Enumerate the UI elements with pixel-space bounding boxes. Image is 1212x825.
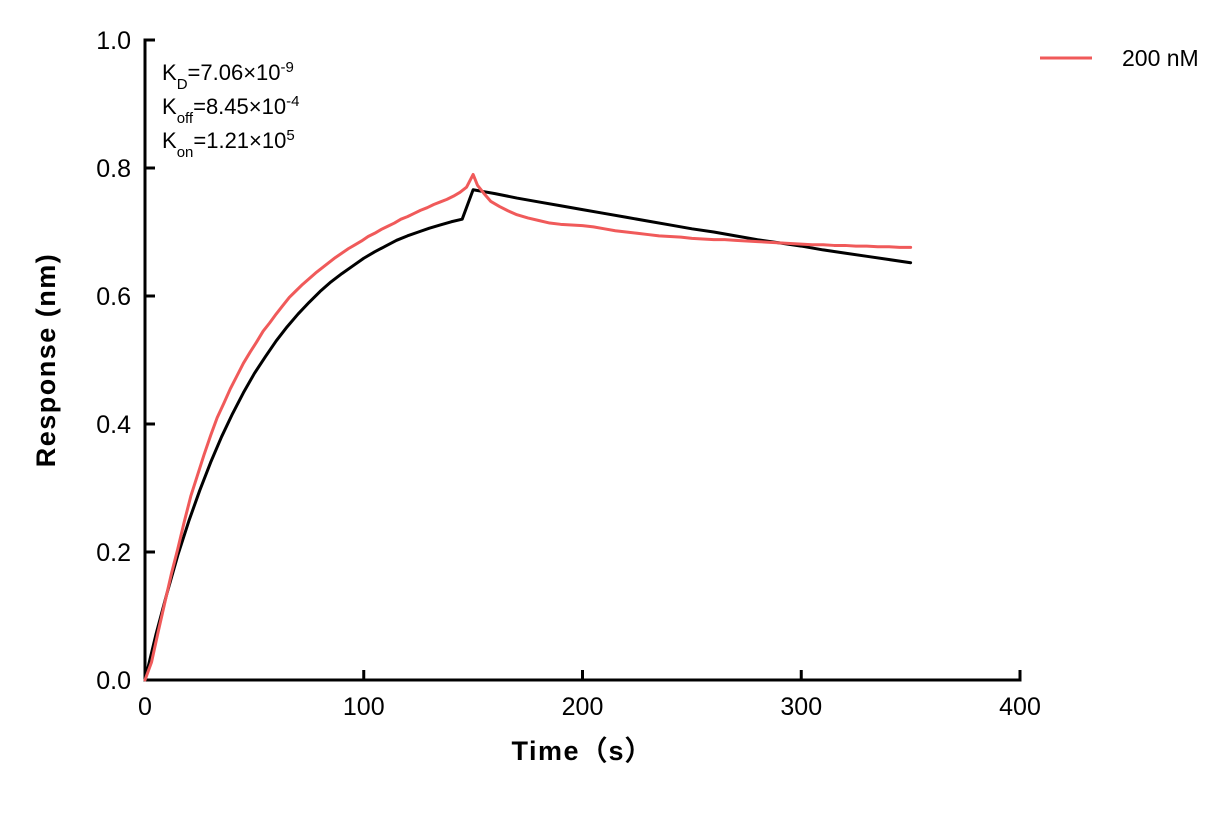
x-tick-label: 0: [138, 693, 152, 721]
y-tick-label: 0.8: [96, 155, 131, 183]
y-tick-label: 0.6: [96, 283, 131, 311]
y-tick-label: 0.2: [96, 539, 131, 567]
y-tick-label: 0.4: [96, 411, 131, 439]
y-tick-label: 0.0: [96, 667, 131, 695]
x-tick-label: 100: [343, 693, 385, 721]
y-tick-label: 1.0: [96, 27, 131, 55]
binding-kinetics-chart: 0 100 200 300 400 0.0 0.2 0.4 0.6 0.8 1.0 Time（s） Re…: [0, 0, 1212, 825]
chart-canvas: 0 100 200 300 400 0.0 0.2 0.4 0.6 0.8 1.0 Time（s） Re…: [0, 0, 1212, 825]
y-axis-label: Response (nm): [31, 253, 61, 468]
legend-label: 200 nM: [1122, 45, 1199, 71]
x-tick-label: 400: [999, 693, 1041, 721]
x-tick-label: 200: [562, 693, 604, 721]
x-tick-label: 300: [780, 693, 822, 721]
x-axis-label: Time（s）: [511, 736, 653, 766]
